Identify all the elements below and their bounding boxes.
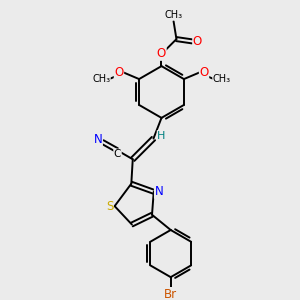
- Text: Br: Br: [164, 289, 177, 300]
- Text: C: C: [114, 149, 121, 159]
- Text: H: H: [157, 131, 166, 141]
- Text: CH₃: CH₃: [213, 74, 231, 84]
- Text: N: N: [94, 133, 102, 146]
- Text: N: N: [154, 185, 163, 198]
- Text: O: O: [193, 35, 202, 48]
- Text: O: O: [114, 66, 124, 79]
- Text: CH₃: CH₃: [92, 74, 110, 84]
- Text: S: S: [106, 200, 113, 213]
- Text: CH₃: CH₃: [164, 10, 183, 20]
- Text: O: O: [200, 66, 209, 79]
- Text: O: O: [157, 47, 166, 60]
